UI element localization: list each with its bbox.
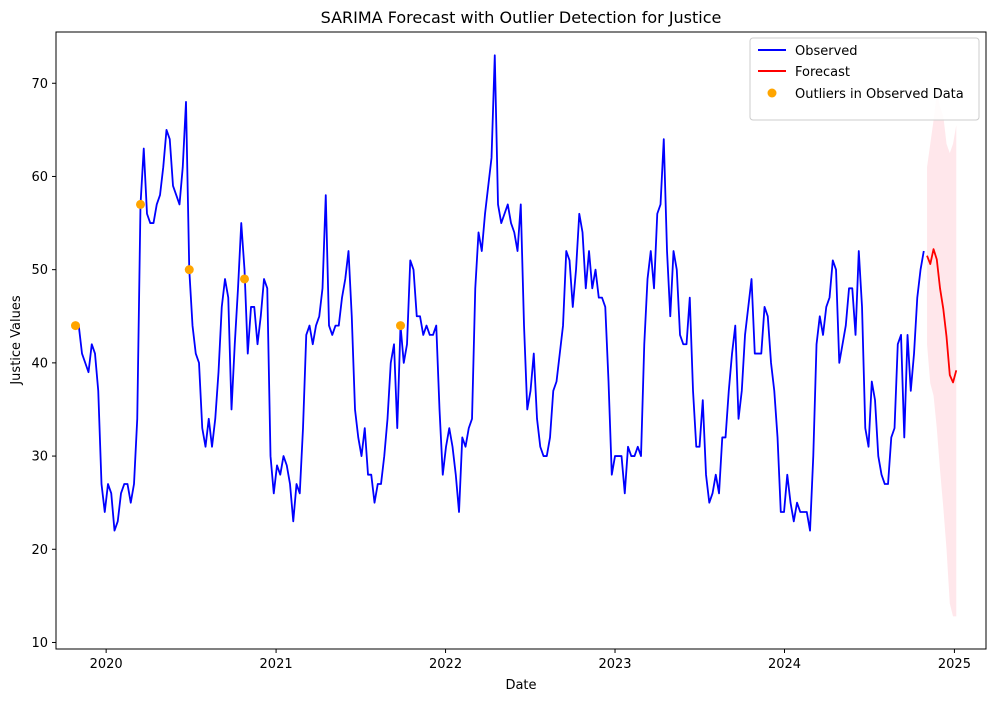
x-tick-label-2023: 2023	[598, 657, 631, 672]
y-axis: 10 20 30 40 50 60 70	[31, 77, 56, 651]
legend-outliers-swatch	[767, 88, 777, 98]
legend-observed-label: Observed	[795, 44, 858, 59]
x-axis-label: Date	[505, 678, 536, 693]
y-tick-label-60: 60	[31, 170, 48, 185]
y-tick-label-70: 70	[31, 77, 48, 92]
y-axis-label: Justice Values	[9, 295, 24, 386]
x-tick-label-2024: 2024	[768, 657, 801, 672]
y-tick-label-50: 50	[31, 263, 48, 278]
x-axis: 2020 2021 2022 2023 2024 2025	[90, 649, 971, 672]
outlier-markers-layer	[71, 199, 406, 331]
chart-title: SARIMA Forecast with Outlier Detection f…	[321, 8, 722, 27]
outlier-point-3	[240, 274, 250, 284]
outlier-point-0	[71, 321, 80, 331]
forecast-line	[926, 248, 958, 384]
y-tick-label-40: 40	[31, 356, 48, 371]
legend-outliers-label: Outliers in Observed Data	[795, 87, 964, 102]
confidence-band-layer	[927, 92, 957, 617]
x-tick-label-2022: 2022	[429, 657, 462, 672]
legend-forecast-label: Forecast	[795, 65, 850, 80]
outlier-point-4	[396, 321, 406, 331]
outlier-point-1	[136, 199, 145, 209]
observed-series-layer	[75, 54, 925, 532]
forecast-series-layer	[926, 248, 958, 384]
outlier-point-2	[184, 265, 194, 275]
legend-box	[749, 37, 980, 121]
x-tick-label-2021: 2021	[260, 657, 293, 672]
y-tick-label-30: 30	[31, 450, 48, 465]
y-tick-label-10: 10	[31, 636, 48, 651]
y-tick-label-20: 20	[31, 543, 48, 558]
legend: Observed Forecast Outliers in Observed D…	[749, 37, 980, 121]
confidence-band	[927, 92, 957, 617]
x-tick-label-2020: 2020	[90, 657, 123, 672]
x-tick-label-2025: 2025	[938, 657, 971, 672]
plot-frame	[55, 31, 987, 650]
observed-line	[75, 54, 925, 532]
